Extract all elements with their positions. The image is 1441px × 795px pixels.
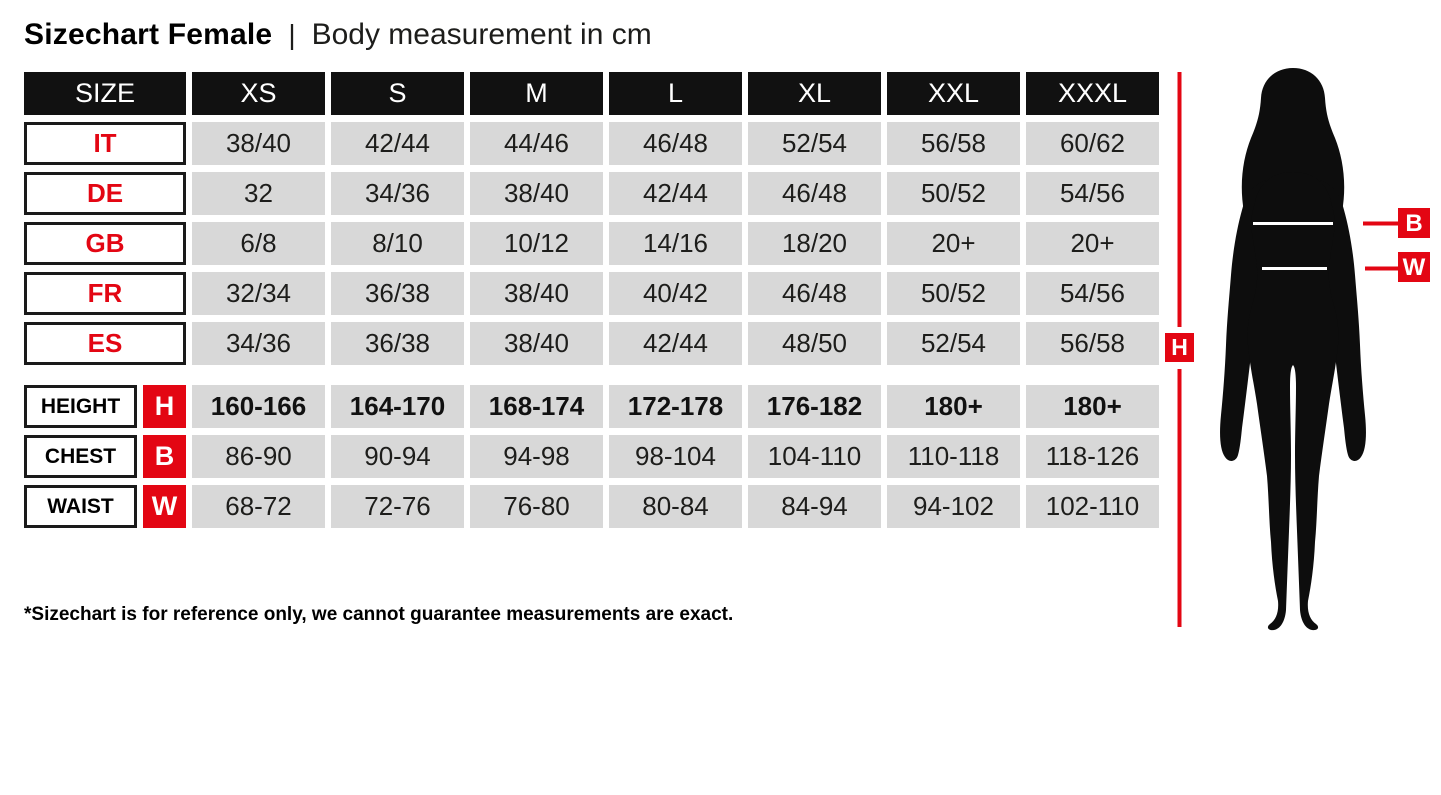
table-cell: 84-94 [748,485,881,528]
body-measurement-figure: H B W [1160,60,1441,640]
table-cell: 164-170 [331,385,464,428]
table-cell: 18/20 [748,222,881,265]
table-cell: 54/56 [1026,172,1159,215]
height-letter-badge: H [143,385,186,428]
table-cell: 20+ [887,222,1020,265]
table-cell: 38/40 [470,172,603,215]
waist-marker-label: W [1403,254,1426,281]
table-cell: 38/40 [192,122,325,165]
table-cell: 32 [192,172,325,215]
column-header-xl: XL [748,72,881,115]
table-cell: 38/40 [470,322,603,365]
height-measure-line [1177,369,1182,627]
title-subtitle: Body measurement in cm [311,18,652,51]
page-title: Sizechart Female | Body measurement in c… [24,18,652,52]
table-cell: 94-102 [887,485,1020,528]
chest-marker-connector [1363,221,1398,226]
table-cell: 50/52 [887,272,1020,315]
table-cell: 46/48 [609,122,742,165]
table-cell: 168-174 [470,385,603,428]
table-cell: 42/44 [609,172,742,215]
column-header-l: L [609,72,742,115]
table-cell: 76-80 [470,485,603,528]
table-cell: 36/38 [331,322,464,365]
row-label-height-group: HEIGHT H [24,385,186,428]
table-cell: 50/52 [887,172,1020,215]
height-measure-line [1177,72,1182,327]
table-cell: 110-118 [887,435,1020,478]
table-cell: 46/48 [748,272,881,315]
table-cell: 42/44 [331,122,464,165]
table-cell: 52/54 [748,122,881,165]
row-label-chest: CHEST [24,435,137,478]
row-label-fr: FR [24,272,186,315]
table-cell: 32/34 [192,272,325,315]
row-label-height: HEIGHT [24,385,137,428]
table-cell: 40/42 [609,272,742,315]
table-cell: 34/36 [331,172,464,215]
table-cell: 52/54 [887,322,1020,365]
table-cell: 56/58 [887,122,1020,165]
row-label-gb: GB [24,222,186,265]
table-cell: 20+ [1026,222,1159,265]
table-cell: 56/58 [1026,322,1159,365]
table-cell: 180+ [1026,385,1159,428]
table-cell: 86-90 [192,435,325,478]
column-header-s: S [331,72,464,115]
table-cell: 90-94 [331,435,464,478]
row-label-chest-group: CHEST B [24,435,186,478]
table-cell: 46/48 [748,172,881,215]
table-cell: 54/56 [1026,272,1159,315]
row-label-waist: WAIST [24,485,137,528]
column-header-m: M [470,72,603,115]
table-cell: 6/8 [192,222,325,265]
title-separator: | [288,19,296,50]
row-label-waist-group: WAIST W [24,485,186,528]
height-marker-label: H [1171,334,1188,360]
column-header-xxl: XXL [887,72,1020,115]
column-header-xs: XS [192,72,325,115]
table-cell: 42/44 [609,322,742,365]
table-cell: 160-166 [192,385,325,428]
table-cell: 180+ [887,385,1020,428]
table-cell: 14/16 [609,222,742,265]
table-cell: 38/40 [470,272,603,315]
chest-marker-badge [1398,208,1430,238]
row-label-es: ES [24,322,186,365]
table-cell: 172-178 [609,385,742,428]
corner-header-size: SIZE [24,72,186,115]
table-cell: 44/46 [470,122,603,165]
waist-marker-connector [1365,266,1398,271]
table-cell: 72-76 [331,485,464,528]
title-main: Sizechart Female [24,18,273,51]
table-cell: 176-182 [748,385,881,428]
table-cell: 60/62 [1026,122,1159,165]
table-cell: 36/38 [331,272,464,315]
waist-letter-badge: W [143,485,186,528]
row-label-it: IT [24,122,186,165]
table-cell: 10/12 [470,222,603,265]
waist-marker-badge [1398,252,1430,282]
chest-marker-label: B [1405,210,1422,237]
height-marker-badge [1165,333,1194,362]
table-cell: 98-104 [609,435,742,478]
table-cell: 48/50 [748,322,881,365]
sizechart-table: SIZE XS S M L XL XXL XXXL IT 38/40 42/44… [24,72,1159,365]
table-cell: 34/36 [192,322,325,365]
table-cell: 102-110 [1026,485,1159,528]
footnote: *Sizechart is for reference only, we can… [24,604,734,625]
measurement-table: HEIGHT H 160-166 164-170 168-174 172-178… [24,385,1159,528]
row-label-de: DE [24,172,186,215]
table-cell: 68-72 [192,485,325,528]
table-cell: 80-84 [609,485,742,528]
table-cell: 118-126 [1026,435,1159,478]
table-cell: 8/10 [331,222,464,265]
column-header-xxxl: XXXL [1026,72,1159,115]
table-cell: 94-98 [470,435,603,478]
chest-letter-badge: B [143,435,186,478]
female-body-silhouette [1220,68,1366,631]
table-cell: 104-110 [748,435,881,478]
